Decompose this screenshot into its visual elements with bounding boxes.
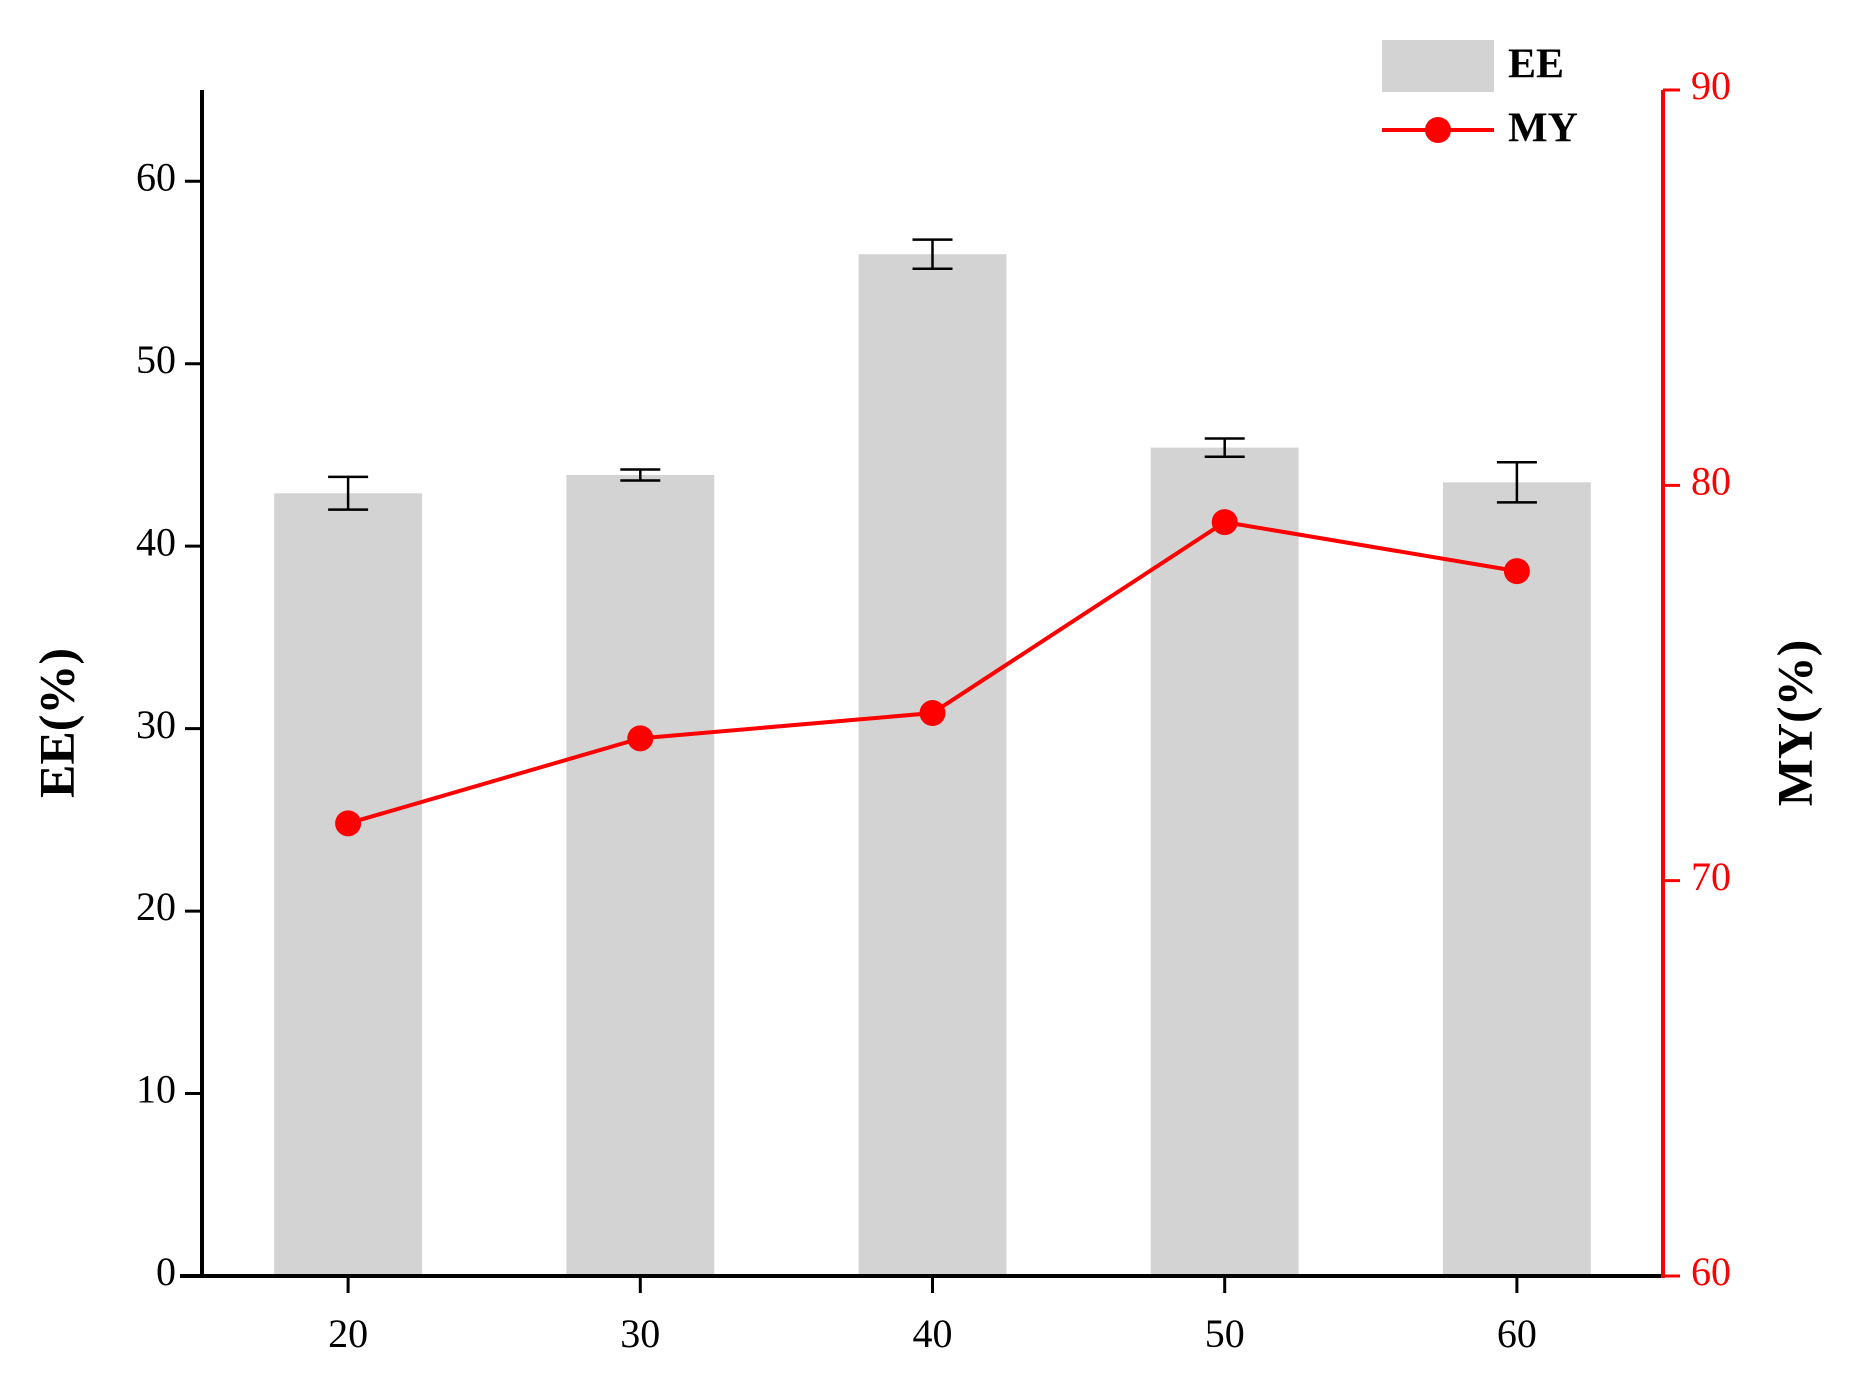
y-tick-label: 50	[136, 337, 176, 382]
bar	[566, 474, 715, 1276]
point	[627, 725, 654, 752]
y2-tick-label: 80	[1691, 459, 1731, 504]
y2-tick-label: 60	[1691, 1249, 1731, 1294]
legend-label: MY	[1508, 106, 1578, 152]
y2-tick-label: 90	[1691, 63, 1731, 108]
legend-label: EE	[1508, 42, 1564, 88]
y-axis-title: EE(%)	[28, 648, 84, 798]
y-tick-label: 60	[136, 154, 176, 199]
error-bar	[1204, 437, 1245, 458]
y2-axis-title: MY(%)	[1766, 640, 1822, 807]
point	[919, 700, 946, 727]
error-bar	[1496, 460, 1537, 504]
bar	[1150, 447, 1299, 1276]
bar	[1442, 482, 1591, 1276]
x-tick-label: 40	[913, 1311, 953, 1356]
x-tick-label: 60	[1497, 1311, 1537, 1356]
x-tick-label: 30	[620, 1311, 660, 1356]
point	[1211, 509, 1238, 536]
y-tick-label: 20	[136, 884, 176, 929]
y-tick-label: 30	[136, 702, 176, 747]
y-tick-label: 0	[156, 1249, 176, 1294]
error-bar	[912, 238, 953, 271]
y2-tick-label: 70	[1691, 854, 1731, 899]
error-bar	[328, 475, 369, 511]
x-tick-label: 50	[1205, 1311, 1245, 1356]
y-tick-label: 10	[136, 1067, 176, 1112]
legend-marker	[1425, 117, 1451, 143]
error-bar	[620, 468, 661, 482]
x-tick-label: 20	[328, 1311, 368, 1356]
legend-swatch	[1382, 40, 1494, 92]
point	[335, 810, 362, 837]
y-tick-label: 40	[136, 519, 176, 564]
bar	[274, 493, 423, 1276]
bar	[858, 254, 1007, 1276]
point	[1503, 558, 1530, 585]
